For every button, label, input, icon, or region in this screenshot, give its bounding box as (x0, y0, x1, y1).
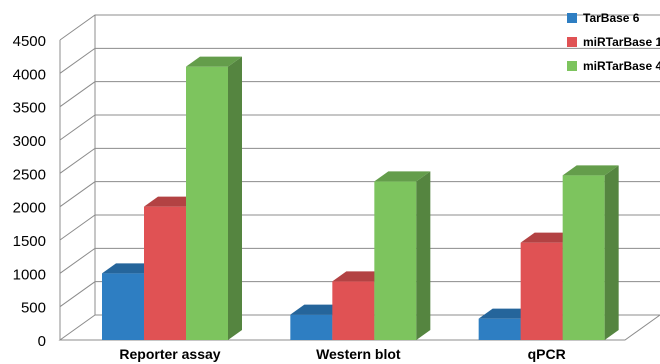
chart-floor (58, 314, 660, 341)
y-tick-label: 1500 (13, 233, 46, 250)
y-tick-label: 2500 (13, 166, 46, 183)
legend-swatch (567, 13, 577, 23)
bar-front (144, 206, 186, 340)
bar-front (520, 242, 563, 340)
bar-front (332, 281, 375, 340)
legend-label: miRTarBase 4 (583, 59, 660, 73)
gridlines (59, 14, 660, 308)
legend: TarBase 6 miRTarBase 1 miRTarBase 4 (567, 11, 660, 73)
bar-top (562, 165, 619, 176)
y-tick-label: 4500 (13, 33, 46, 50)
bar (374, 171, 431, 340)
bar-front (186, 66, 228, 341)
y-tick-label: 0 (38, 333, 46, 350)
bar-top (374, 171, 431, 182)
bar-front (562, 175, 605, 340)
gridline (59, 181, 660, 208)
bar-front (102, 273, 144, 340)
bar-top (186, 56, 242, 67)
bar-side (416, 171, 431, 340)
gridline (59, 14, 660, 41)
y-tick-label: 500 (21, 300, 46, 317)
x-category-label: Western blot (316, 346, 401, 362)
y-axis-ticks: 0 500 1000 1500 2000 2500 3000 3500 4000 4500 (13, 33, 46, 350)
gridline (59, 81, 660, 108)
gridline (59, 147, 660, 174)
bar-front (478, 318, 521, 340)
legend-swatch (567, 61, 577, 71)
bar-side (228, 56, 242, 341)
y-tick-label: 3500 (13, 100, 46, 117)
legend-swatch (567, 37, 577, 47)
y-tick-label: 2000 (13, 200, 46, 217)
x-axis-labels: Reporter assay Western blot qPCR (119, 346, 565, 362)
bar (562, 165, 619, 340)
legend-label: miRTarBase 1 (583, 35, 660, 49)
y-tick-label: 4000 (13, 66, 46, 83)
bar-front (374, 181, 417, 340)
gridline (59, 281, 660, 308)
bar-front (290, 314, 333, 340)
y-tick-label: 3000 (13, 133, 46, 150)
bar-side (604, 165, 619, 340)
gridline (59, 214, 660, 241)
gridline (59, 47, 660, 74)
gridline (59, 114, 660, 141)
bar (186, 56, 242, 341)
gridline (59, 247, 660, 274)
chart-walls (58, 15, 660, 341)
x-category-label: Reporter assay (119, 346, 220, 362)
x-category-label: qPCR (528, 346, 566, 362)
legend-label: TarBase 6 (583, 11, 640, 25)
y-tick-label: 1000 (13, 266, 46, 283)
bars (102, 56, 619, 341)
